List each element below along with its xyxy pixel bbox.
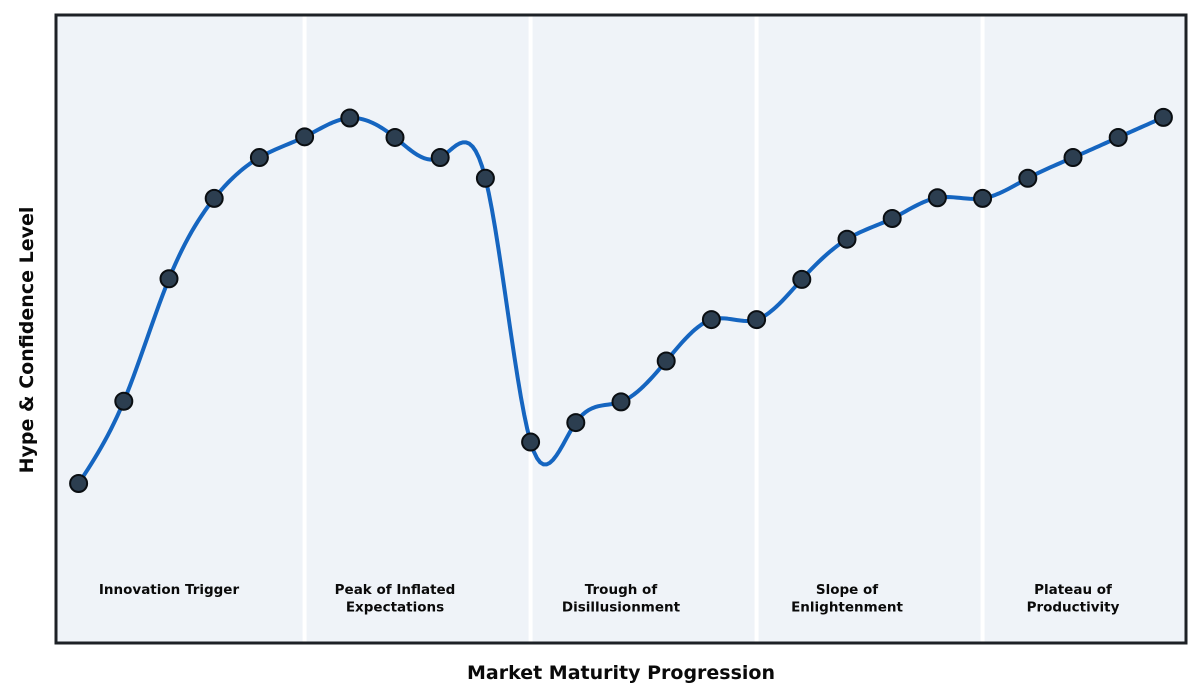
data-point-marker <box>430 148 450 168</box>
phase-label: Innovation Trigger <box>99 582 240 598</box>
data-point-marker <box>1108 127 1128 147</box>
data-point-marker <box>882 208 902 228</box>
data-point-marker <box>340 108 360 128</box>
data-point-marker <box>611 392 631 412</box>
data-point-marker <box>475 168 495 188</box>
data-point-marker <box>701 310 721 330</box>
phase-label: Trough of Disillusionment <box>562 582 681 616</box>
plot-area <box>56 15 1186 643</box>
data-point-marker <box>927 188 947 208</box>
data-point-marker <box>1063 148 1083 168</box>
data-point-marker <box>566 413 586 433</box>
data-point-marker <box>747 310 767 330</box>
phase-label: Peak of Inflated Expectations <box>335 582 456 616</box>
data-point-marker <box>204 188 224 208</box>
data-point-marker <box>656 351 676 371</box>
data-point-marker <box>69 473 89 493</box>
plot-border <box>54 13 1188 645</box>
y-axis-title: Hype & Confidence Level <box>16 206 38 474</box>
x-axis-title: Market Maturity Progression <box>466 662 776 684</box>
phase-label: Slope of Enlightenment <box>791 582 903 616</box>
data-point-marker <box>159 269 179 289</box>
data-point-marker <box>521 432 541 452</box>
data-point-marker <box>792 269 812 289</box>
data-point-marker <box>114 391 134 411</box>
phase-label: Plateau of Productivity <box>1027 582 1120 616</box>
data-point-marker <box>973 188 993 208</box>
data-point-marker <box>1018 168 1038 188</box>
data-point-marker <box>249 148 269 168</box>
data-point-marker <box>837 229 857 249</box>
data-point-marker <box>385 127 405 147</box>
data-point-marker <box>295 127 315 147</box>
data-point-marker <box>1153 107 1173 127</box>
